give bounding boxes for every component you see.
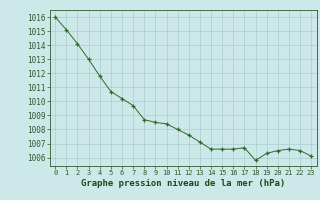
X-axis label: Graphe pression niveau de la mer (hPa): Graphe pression niveau de la mer (hPa) xyxy=(81,179,285,188)
